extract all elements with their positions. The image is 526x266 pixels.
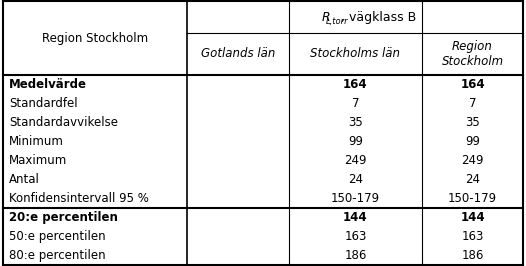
Text: Stockholms län: Stockholms län	[310, 47, 400, 60]
Text: 150-179: 150-179	[448, 192, 497, 205]
Text: 164: 164	[460, 78, 485, 91]
Text: Minimum: Minimum	[9, 135, 64, 148]
Text: R: R	[321, 11, 330, 23]
Text: 24: 24	[348, 173, 363, 186]
Text: Region Stockholm: Region Stockholm	[42, 32, 148, 44]
Text: Antal: Antal	[9, 173, 40, 186]
Text: Region
Stockholm: Region Stockholm	[441, 40, 504, 68]
Text: Medelvärde: Medelvärde	[9, 78, 87, 91]
Text: Maximum: Maximum	[9, 154, 67, 167]
Text: 249: 249	[344, 154, 367, 167]
Text: Gotlands län: Gotlands län	[201, 47, 276, 60]
Text: 99: 99	[465, 135, 480, 148]
Text: 164: 164	[343, 78, 368, 91]
Text: 80:e percentilen: 80:e percentilen	[9, 249, 106, 262]
Text: Standardavvikelse: Standardavvikelse	[9, 116, 118, 129]
Text: 35: 35	[348, 116, 363, 129]
Text: 50:e percentilen: 50:e percentilen	[9, 230, 106, 243]
Text: 163: 163	[461, 230, 484, 243]
Text: 35: 35	[465, 116, 480, 129]
Text: 7: 7	[352, 97, 359, 110]
Text: 186: 186	[344, 249, 367, 262]
Text: 144: 144	[460, 211, 485, 224]
Text: 99: 99	[348, 135, 363, 148]
Text: 150-179: 150-179	[331, 192, 380, 205]
Text: 163: 163	[344, 230, 367, 243]
Text: Standardfel: Standardfel	[9, 97, 77, 110]
Text: 144: 144	[343, 211, 368, 224]
Text: 20:e percentilen: 20:e percentilen	[9, 211, 118, 224]
Text: 249: 249	[461, 154, 484, 167]
Text: L,torr: L,torr	[326, 17, 348, 26]
Text: 7: 7	[469, 97, 477, 110]
Text: , vägklass B: , vägklass B	[341, 11, 417, 23]
Text: Konfidensintervall 95 %: Konfidensintervall 95 %	[9, 192, 149, 205]
Text: 186: 186	[461, 249, 484, 262]
Text: 24: 24	[465, 173, 480, 186]
